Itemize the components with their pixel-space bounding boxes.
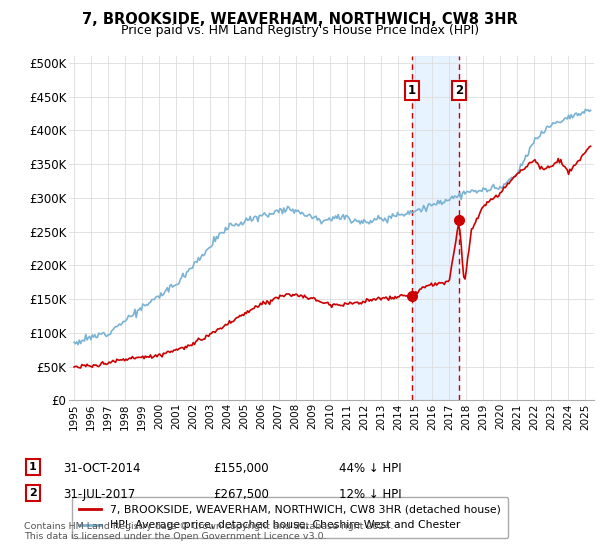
Text: £267,500: £267,500 bbox=[213, 488, 269, 501]
Text: 44% ↓ HPI: 44% ↓ HPI bbox=[339, 462, 401, 475]
Text: 1: 1 bbox=[29, 462, 37, 472]
Text: £155,000: £155,000 bbox=[213, 462, 269, 475]
Text: 2: 2 bbox=[455, 84, 463, 97]
Text: 31-OCT-2014: 31-OCT-2014 bbox=[63, 462, 140, 475]
Legend: 7, BROOKSIDE, WEAVERHAM, NORTHWICH, CW8 3HR (detached house), HPI: Average price: 7, BROOKSIDE, WEAVERHAM, NORTHWICH, CW8 … bbox=[72, 497, 508, 538]
Bar bbox=[412, 56, 459, 400]
Text: 12% ↓ HPI: 12% ↓ HPI bbox=[339, 488, 401, 501]
Text: 2: 2 bbox=[29, 488, 37, 498]
Text: Price paid vs. HM Land Registry's House Price Index (HPI): Price paid vs. HM Land Registry's House … bbox=[121, 24, 479, 36]
Text: 7, BROOKSIDE, WEAVERHAM, NORTHWICH, CW8 3HR: 7, BROOKSIDE, WEAVERHAM, NORTHWICH, CW8 … bbox=[82, 12, 518, 27]
Text: 31-JUL-2017: 31-JUL-2017 bbox=[63, 488, 135, 501]
Text: Contains HM Land Registry data © Crown copyright and database right 2024.
This d: Contains HM Land Registry data © Crown c… bbox=[24, 522, 394, 542]
Text: 1: 1 bbox=[408, 84, 416, 97]
